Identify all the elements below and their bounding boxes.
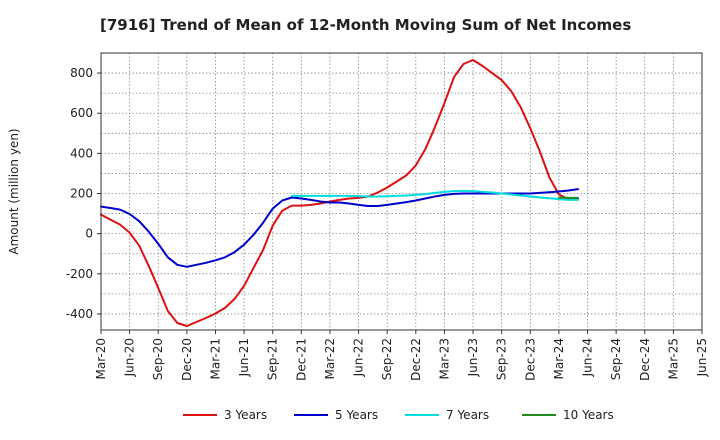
y-tick-label: 800 [70, 66, 93, 80]
y-axis-label: Amount (million yen) [7, 128, 21, 254]
plot-area [101, 53, 702, 330]
x-tick-label: Jun-23 [466, 338, 480, 377]
x-tick-label: Jun-24 [581, 338, 595, 377]
x-axis: Mar-20 Jun-20 Sep-20 Dec-20 Mar-21 Jun-21 Sep-… [94, 330, 709, 381]
legend-label-3-years: 3 Years [224, 408, 267, 422]
x-tick-label: Sep-24 [609, 338, 623, 380]
series-line-3-years [100, 59, 579, 327]
x-tick-label: Jun-20 [123, 338, 137, 377]
x-tick-label: Dec-21 [294, 338, 308, 381]
y-tick-label: 200 [70, 187, 93, 201]
chart-title: [7916] Trend of Mean of 12-Month Moving … [100, 16, 631, 34]
x-tick-label: Mar-20 [94, 338, 108, 379]
y-tick-label: -200 [66, 267, 93, 281]
legend-label-10-years: 10 Years [563, 408, 614, 422]
x-tick-label: Mar-21 [208, 338, 222, 379]
x-tick-label: Sep-21 [266, 338, 280, 380]
x-tick-label: Jun-21 [237, 338, 251, 377]
x-tick-label: Jun-22 [352, 338, 366, 377]
grid [100, 52, 703, 330]
x-tick-label: Mar-25 [666, 338, 680, 379]
x-tick-label: Sep-20 [151, 338, 165, 380]
x-tick-label: Sep-23 [495, 338, 509, 380]
y-tick-label: 0 [85, 227, 93, 241]
x-tick-label: Jun-25 [695, 338, 709, 377]
series-line-7-years [290, 189, 579, 201]
y-tick-label: 600 [70, 106, 93, 120]
plot-frame [100, 52, 703, 331]
x-tick-label: Sep-22 [380, 338, 394, 380]
x-tick-label: Dec-24 [638, 338, 652, 381]
x-tick-label: Mar-24 [552, 338, 566, 379]
y-tick-label: 400 [70, 146, 93, 160]
x-tick-label: Dec-22 [409, 338, 423, 381]
series-layer [100, 59, 579, 327]
x-tick-label: Mar-23 [437, 338, 451, 379]
x-tick-label: Dec-20 [180, 338, 194, 381]
y-tick-label: -400 [66, 307, 93, 321]
x-tick-label: Mar-22 [323, 338, 337, 379]
legend: 3 Years 5 Years 7 Years 10 Years [183, 408, 614, 422]
legend-label-7-years: 7 Years [446, 408, 489, 422]
x-tick-label: Dec-23 [523, 338, 537, 381]
y-axis: -400 -200 0 200 400 600 800 [66, 66, 101, 321]
legend-label-5-years: 5 Years [335, 408, 378, 422]
